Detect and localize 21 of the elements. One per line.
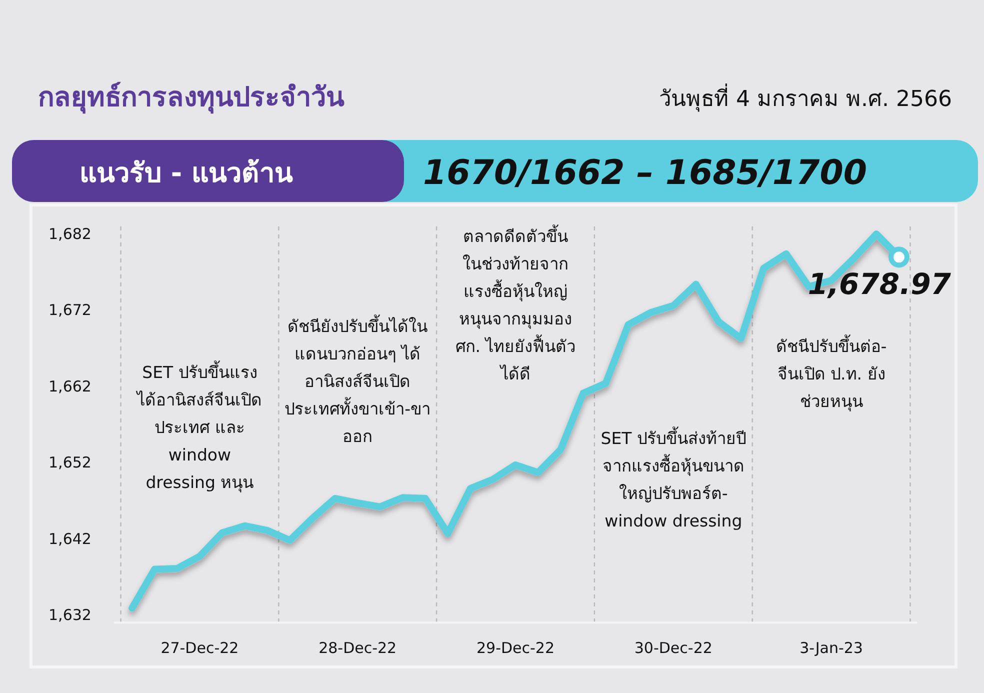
- y-tick-label: 1,632: [48, 606, 92, 624]
- annotation: ตลาดดีดตัวขึ้น ในช่วงท้ายจาก แรงซื้อหุ้นใหญ่ หนุนจากมุมมอง ศก. ไทยยังฟื้นตัว ได้ดี: [455, 224, 576, 384]
- x-tick-label: 29-Dec-22: [476, 639, 555, 657]
- x-tick-label: 28-Dec-22: [318, 639, 397, 657]
- annotation: ดัชนียังปรับขึ้นได้ใน แดนบวกอ่อนๆ ได้ อานิสงส์จีนเปิด ประเทศทั้งขาเข้า-ขา ออก: [284, 314, 431, 446]
- annotation: SET ปรับขึ้นส่งท้ายปี จากแรงซื้อหุ้นขนาด ใหญ่ปรับพอร์ต- window dressing: [600, 426, 746, 530]
- chart-title: กลยุทธ์การลงทุนประจำวัน: [38, 81, 345, 114]
- x-tick-label: 30-Dec-22: [634, 639, 712, 657]
- chart-subtitle: วันพุธที่ 4 มกราคม พ.ศ. 2566: [659, 83, 952, 112]
- y-tick-label: 1,682: [48, 225, 92, 244]
- x-tick-label: 27-Dec-22: [160, 639, 239, 657]
- text: แนวรับ - แนวต้าน: [79, 158, 294, 189]
- y-tick-label: 1,642: [48, 530, 92, 548]
- data-label: 1,678.97: [808, 267, 952, 302]
- annotation: SET ปรับขึ้นแรง ได้อานิสงส์จีนเปิด ประเทศ และ window dressing หนุน: [135, 360, 262, 493]
- annotation: ดัชนีปรับขึ้นต่อ- จีนเปิด ป.ท. ยัง ช่วยหนุน: [776, 334, 887, 412]
- x-tick-label: 3-Jan-23: [800, 639, 863, 657]
- y-tick-label: 1,662: [48, 377, 92, 396]
- y-tick-label: 1,652: [48, 454, 92, 472]
- text: 1670/1662 – 1685/1700: [422, 153, 868, 193]
- y-tick-label: 1,672: [48, 301, 92, 320]
